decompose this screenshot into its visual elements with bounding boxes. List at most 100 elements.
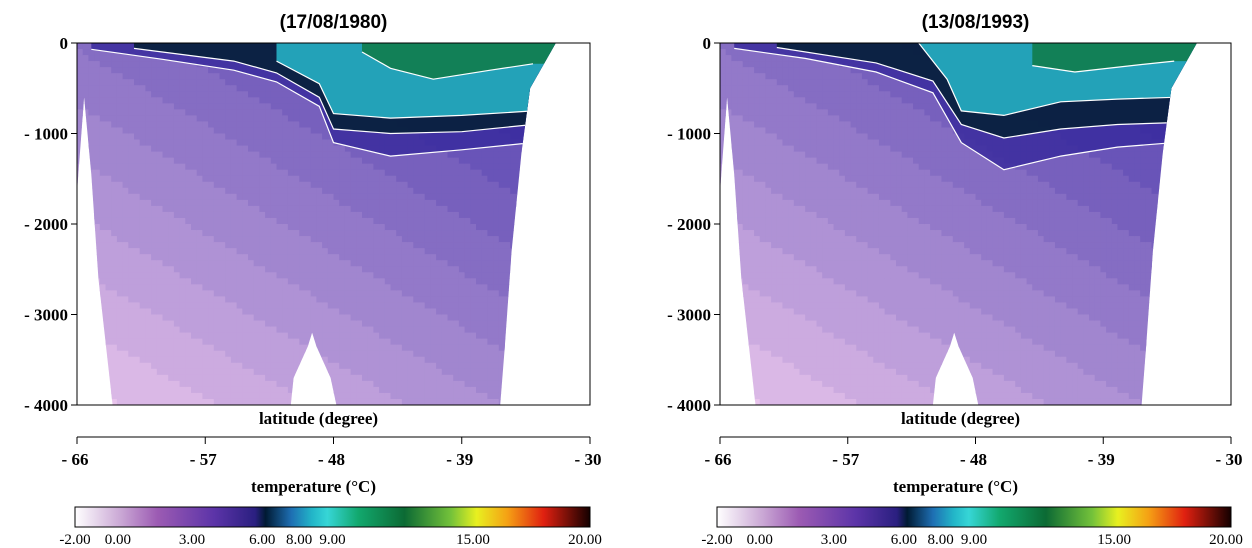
field-cell [77,85,84,92]
field-cell [424,374,431,382]
field-cell [77,169,84,177]
field-cell [88,115,95,123]
field-cell [287,115,295,123]
field-cell [276,398,283,405]
field-cell [401,248,409,255]
field-cell [111,145,118,153]
field-cell [521,326,528,334]
field-cell [270,320,278,328]
field-cell [173,97,181,104]
field-cell [327,260,335,267]
field-cell [333,362,340,370]
field-cell [458,302,466,310]
field-cell [436,211,443,219]
field-cell [396,199,403,207]
field-cell [299,236,306,243]
field-cell [225,85,232,92]
field-cell [196,145,203,153]
field-cell [116,169,124,177]
field-cell [202,392,209,400]
field-cell [533,260,540,267]
field-cell [504,236,511,243]
field-cell [504,338,511,346]
field-cell [413,254,420,261]
field-cell [202,308,209,316]
field-cell [139,85,146,92]
field-cell [139,199,146,207]
field-cell [134,344,141,352]
field-cell [453,350,460,358]
field-cell [390,296,397,304]
field-cell [88,284,95,291]
field-cell [299,199,306,207]
field-cell [333,242,340,249]
field-cell [299,344,306,352]
field-cell [276,308,283,316]
field-cell [476,320,483,328]
field-cell [162,97,169,104]
field-cell [242,97,249,104]
field-cell [236,380,243,388]
field-cell [339,217,346,225]
field-cell [401,356,409,364]
field-cell [464,260,471,267]
field-cell [407,344,414,352]
field-cell [504,199,511,207]
field-cell [493,169,500,177]
field-cell [458,380,466,388]
field-cell [94,272,101,279]
field-cell [316,362,323,370]
field-cell [128,224,135,231]
field-cell [265,344,272,352]
field-cell [208,133,215,141]
field-cell [327,230,335,237]
field-cell [527,362,534,370]
field-cell [441,290,449,297]
field-cell [248,278,255,285]
field-cell [390,368,397,376]
field-cell [122,398,129,405]
field-cell [339,350,346,358]
field-cell [151,236,158,243]
field-cell [390,302,397,310]
field-cell [202,109,209,116]
field-cell [533,151,540,159]
field-cell [373,356,380,364]
field-cell [77,103,84,110]
field-cell [213,163,221,171]
field-cell [310,242,317,249]
field-cell [128,73,135,80]
field-cell [447,308,454,316]
field-cell [77,175,84,183]
field-cell [333,290,340,297]
field-cell [430,266,437,273]
field-cell [464,169,471,177]
field-cell [173,193,181,201]
field-cell [156,362,164,370]
field-cell [453,278,460,285]
field-cell [310,133,317,141]
field-cell [116,236,124,243]
field-cell [390,175,397,183]
field-cell [470,290,477,297]
field-cell [156,278,164,285]
field-cell [196,272,203,279]
field-cell [493,175,500,183]
field-cell [265,157,272,165]
field-cell [515,248,523,255]
field-cell [122,314,129,322]
field-cell [116,79,124,86]
field-cell [168,362,175,370]
field-cell [510,386,517,394]
field-cell [384,350,392,358]
field-cell [287,374,295,382]
field-cell [265,175,272,183]
field-cell [77,73,84,80]
field-cell [538,205,545,213]
field-cell [407,392,414,400]
field-cell [88,157,95,165]
field-cell [105,332,112,340]
field-cell [327,175,335,183]
field-cell [436,368,443,376]
field-cell [128,302,135,310]
